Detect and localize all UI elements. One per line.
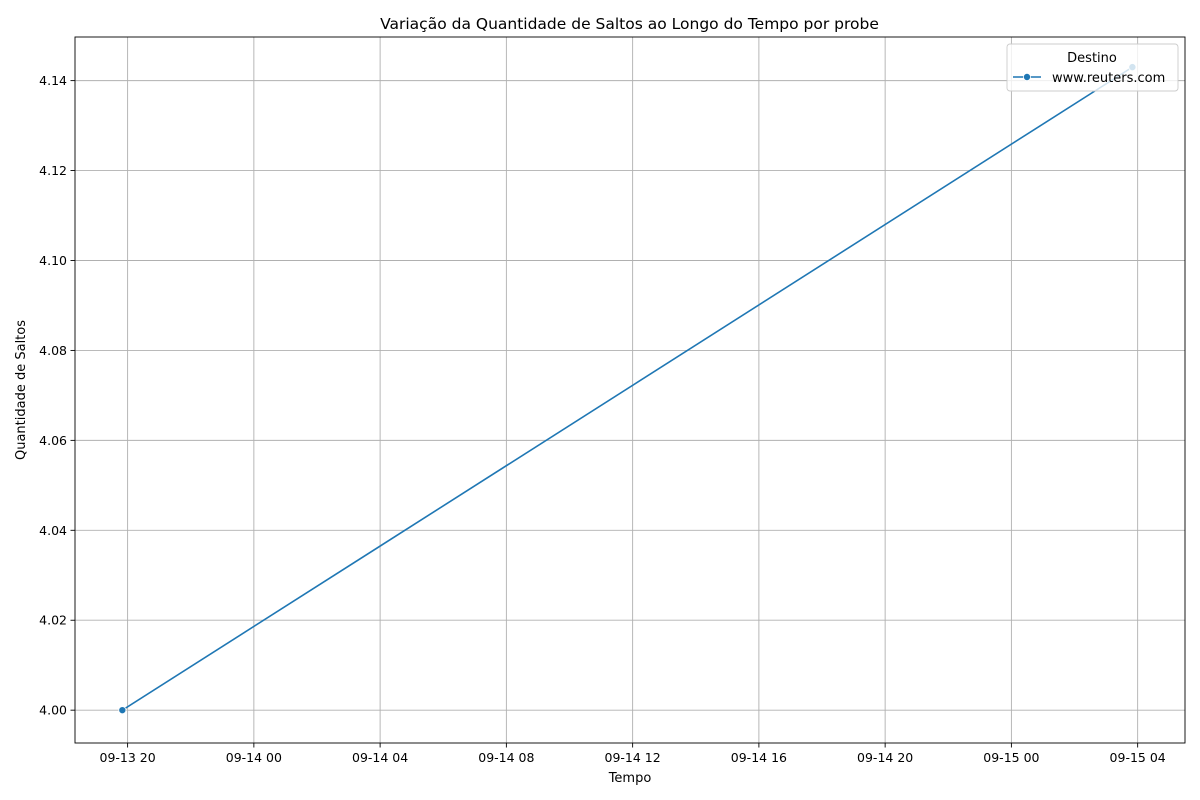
x-tick-label: 09-14 00: [226, 750, 282, 765]
y-tick-label: 4.14: [39, 73, 67, 88]
x-tick-label: 09-14 08: [478, 750, 534, 765]
x-tick-label: 09-14 20: [857, 750, 913, 765]
x-tick-label: 09-14 16: [731, 750, 787, 765]
x-tick-label: 09-14 12: [605, 750, 661, 765]
series-layer: [118, 63, 1137, 715]
series-line: [121, 66, 1133, 711]
chart-title: Variação da Quantidade de Saltos ao Long…: [380, 15, 879, 33]
y-tick-label: 4.08: [39, 343, 67, 358]
y-tick-label: 4.12: [39, 163, 67, 178]
x-tick-label: 09-14 04: [352, 750, 408, 765]
y-tick-label: 4.10: [39, 253, 67, 268]
x-tick-label: 09-13 20: [100, 750, 156, 765]
legend-swatch-marker: [1023, 73, 1032, 82]
x-axis: 09-13 20 09-14 00 09-14 04 09-14 08 09-14 12…: [100, 743, 1166, 765]
legend: Destino www.reuters.com: [1006, 43, 1179, 92]
x-axis-label: Tempo: [608, 771, 652, 786]
legend-box: [1006, 43, 1179, 92]
legend-title: Destino: [1067, 51, 1117, 66]
y-axis-label: Quantidade de Saltos: [14, 320, 29, 460]
y-tick-label: 4.02: [39, 613, 67, 628]
y-tick-label: 4.00: [39, 703, 67, 718]
y-tick-label: 4.04: [39, 523, 67, 538]
y-tick-label: 4.06: [39, 433, 67, 448]
plot-frame: [74, 36, 1186, 744]
grid: [75, 37, 1185, 743]
data-point: [118, 706, 127, 715]
legend-entry-label: www.reuters.com: [1052, 71, 1165, 86]
x-tick-label: 09-15 00: [983, 750, 1039, 765]
y-axis: 4.00 4.02 4.04 4.06 4.08 4.10 4.12 4.14: [39, 73, 75, 718]
x-tick-label: 09-15 04: [1110, 750, 1166, 765]
